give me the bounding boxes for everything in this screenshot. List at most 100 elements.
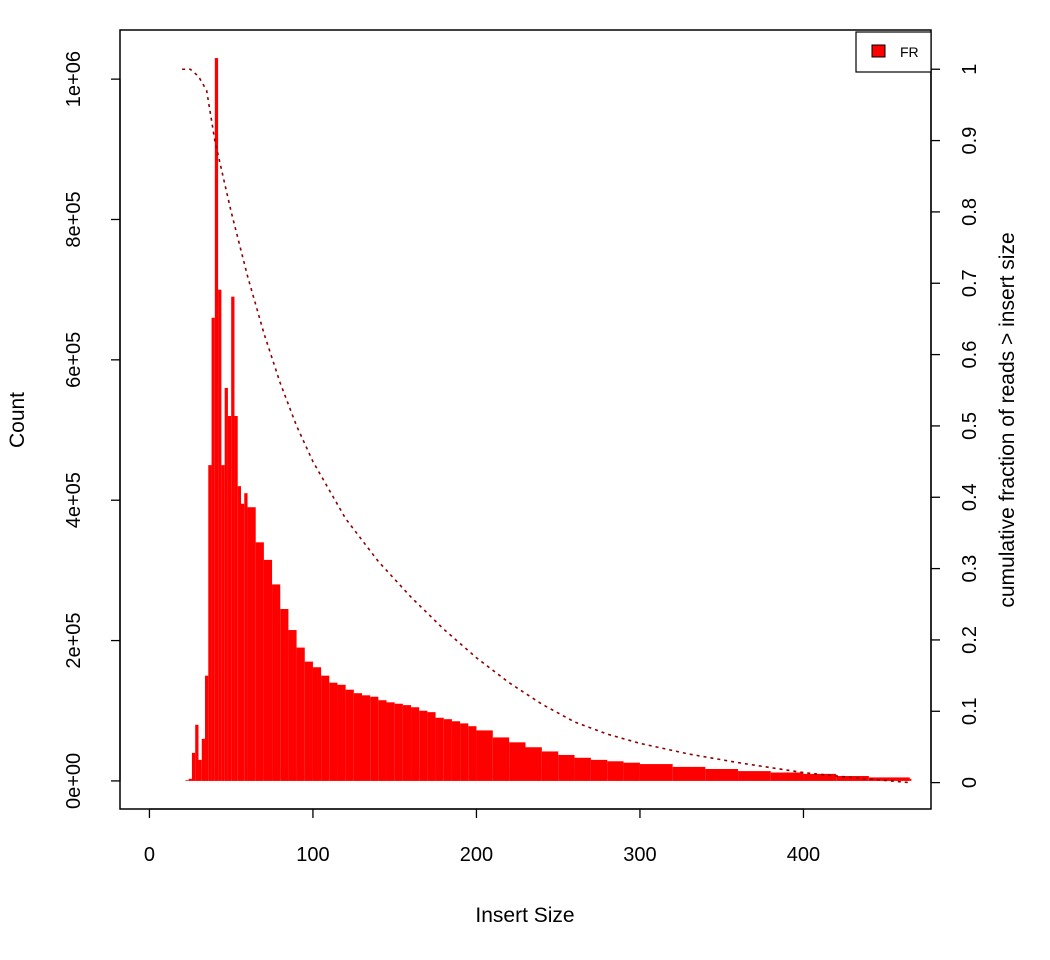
bar: [185, 780, 189, 781]
y2-axis-title: cumulative fraction of reads > insert si…: [996, 232, 1019, 607]
bar: [419, 710, 428, 781]
bar: [394, 703, 403, 781]
bar: [525, 747, 542, 781]
bar: [558, 754, 575, 781]
bar: [361, 695, 371, 781]
y2-tick-label: 0: [959, 777, 981, 788]
bar: [672, 766, 706, 781]
bar: [201, 738, 206, 781]
bar: [241, 503, 245, 781]
y-tick-label: 8e+05: [63, 191, 85, 247]
bar: [541, 751, 559, 781]
y-tick-label: 0e+00: [63, 753, 85, 809]
bar: [211, 317, 215, 781]
bar: [738, 771, 771, 781]
bar: [214, 58, 219, 781]
bar: [435, 717, 444, 781]
x-axis-title: Insert Size: [475, 904, 574, 927]
bar: [411, 707, 420, 781]
bar: [836, 776, 869, 781]
cumulative-fraction-line: [182, 68, 910, 784]
bar: [386, 702, 395, 781]
bar: [255, 542, 264, 781]
y2-tick-label: 0.7: [959, 269, 981, 297]
y2-tick-label: 0.2: [959, 626, 981, 654]
bar: [329, 682, 338, 781]
bar: [288, 630, 297, 781]
y2-tick-label: 0.6: [959, 341, 981, 369]
bar: [402, 705, 412, 781]
legend-swatch-fr: [871, 44, 886, 58]
bar: [378, 700, 387, 781]
y2-tick-label: 0.8: [959, 198, 981, 226]
bar: [205, 675, 209, 781]
bar: [195, 724, 199, 781]
bar: [191, 752, 196, 781]
bar: [227, 415, 232, 781]
bar: [590, 759, 608, 781]
bar: [198, 759, 202, 781]
y2-tick-label: 0.3: [959, 555, 981, 583]
bar: [492, 737, 510, 781]
bar: [244, 493, 248, 781]
bar: [460, 723, 469, 781]
y2-tick-label: 0.9: [959, 127, 981, 155]
legend-box: [855, 31, 932, 73]
bar: [234, 415, 238, 781]
x-axis: 0 100 200 300 400: [144, 808, 820, 866]
bar: [263, 559, 273, 781]
bar: [296, 647, 305, 781]
y-axis-title: Count: [6, 392, 29, 448]
y-tick-label: 1e+06: [63, 51, 85, 107]
bar: [623, 762, 640, 781]
bar: [353, 693, 362, 781]
y2-tick-label: 1: [959, 64, 981, 75]
bar: [607, 761, 624, 781]
bar: [451, 721, 461, 781]
bar: [337, 684, 346, 781]
bar: [705, 769, 739, 781]
bar: [868, 777, 910, 781]
y2-tick-label: 0.1: [959, 697, 981, 725]
bar: [280, 608, 289, 781]
cumulative-line-group: [182, 68, 910, 784]
bar: [312, 667, 322, 781]
bar: [509, 742, 526, 781]
bar: [272, 584, 281, 781]
x-tick-label: 100: [296, 844, 329, 866]
y-axis: 0e+00 2e+05 4e+05 6e+05 8e+05 1e+06: [63, 51, 121, 809]
bars-group: [185, 58, 912, 781]
y-tick-label: 6e+05: [63, 332, 85, 388]
bar: [909, 778, 912, 781]
bar: [427, 712, 436, 781]
y2-tick-label: 0.5: [959, 412, 981, 440]
bar: [803, 773, 837, 781]
bar: [639, 764, 673, 781]
bar: [345, 689, 354, 781]
bar: [218, 289, 222, 781]
y-tick-label: 4e+05: [63, 472, 85, 528]
bar: [574, 757, 591, 781]
bar: [224, 387, 228, 781]
bar: [208, 465, 212, 781]
bar: [304, 661, 313, 781]
x-tick-label: 0: [144, 844, 155, 866]
bar: [770, 772, 804, 781]
y2-axis: 0 0.1 0.2 0.3 0.4 0.5 0.6 0.7 0.8 0.9 1: [930, 64, 981, 788]
x-tick-label: 400: [787, 844, 820, 866]
bar: [231, 296, 235, 781]
legend-label-fr: FR: [900, 44, 919, 60]
x-tick-label: 300: [623, 844, 656, 866]
bar: [321, 675, 330, 781]
y2-tick-label: 0.4: [959, 483, 981, 511]
bar: [370, 696, 379, 781]
bar: [221, 465, 225, 781]
x-tick-label: 200: [460, 844, 493, 866]
bar: [237, 486, 241, 781]
y-tick-label: 2e+05: [63, 612, 85, 668]
bar: [443, 719, 452, 781]
bar: [468, 726, 477, 781]
bar: [476, 730, 493, 781]
bar: [188, 778, 192, 781]
